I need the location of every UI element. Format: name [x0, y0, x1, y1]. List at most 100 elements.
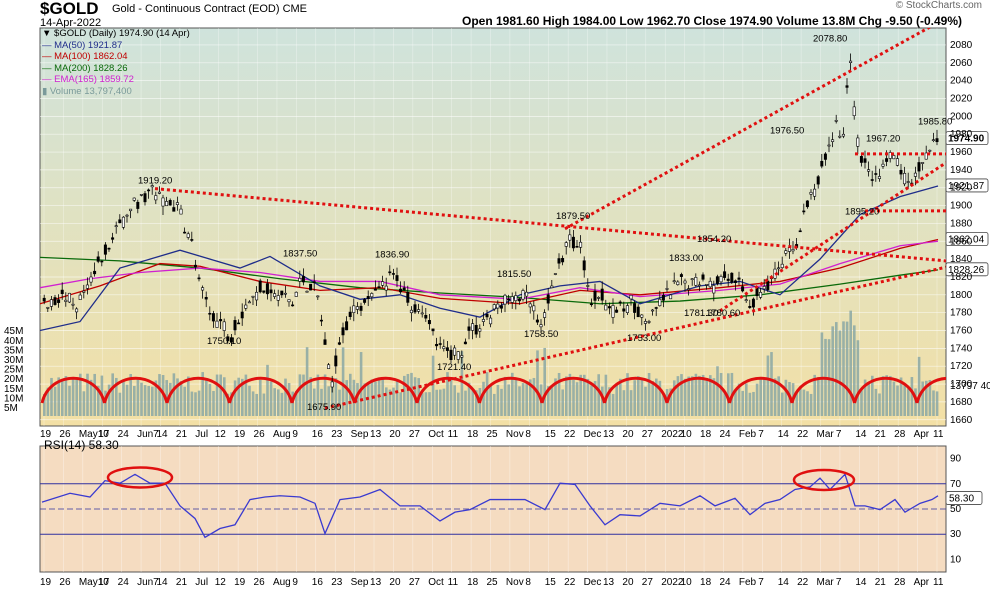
volume-bar	[190, 391, 194, 416]
price-annotation: 1976.50	[770, 125, 804, 136]
volume-tag: 13797 40	[950, 381, 990, 392]
volume-bar	[565, 376, 568, 416]
volume-bar	[550, 386, 554, 416]
candle-body	[514, 295, 518, 302]
candle-body	[283, 292, 287, 295]
rsi-label: RSI(14) 58.30	[44, 438, 119, 452]
volume-bar	[115, 377, 118, 416]
candle-body	[496, 303, 500, 309]
volume-bar	[345, 380, 348, 416]
candle-body	[881, 163, 885, 167]
price-annotation: 1675.90	[307, 402, 341, 413]
x-tick-label: 18	[467, 577, 479, 588]
price-annotation: 1919.20	[138, 175, 172, 186]
volume-bar	[439, 389, 442, 416]
volume-bar	[831, 326, 834, 416]
candle-body	[892, 155, 896, 160]
x-tick-label: 15	[545, 577, 557, 588]
x-tick-label: 14	[778, 429, 790, 440]
candle-body	[287, 299, 291, 303]
volume-bar	[773, 378, 777, 416]
volume-bar	[748, 392, 752, 416]
candle-body	[85, 284, 89, 289]
price-tick-label: 1760	[950, 326, 973, 337]
ma100-tag-box	[945, 232, 989, 246]
volume-bar	[845, 321, 849, 416]
x-tick-label: 28	[894, 429, 906, 440]
volume-bar	[269, 381, 273, 416]
candle-body	[561, 258, 565, 263]
candle-body	[629, 294, 633, 300]
price-annotation: 1758.50	[524, 329, 558, 340]
candle-body	[503, 294, 507, 305]
volume-bar	[104, 390, 107, 416]
volume-bar	[626, 373, 629, 416]
candle-body	[49, 299, 53, 307]
candle-body	[438, 343, 442, 345]
candle-body	[730, 272, 734, 283]
candle-body	[813, 188, 817, 197]
volume-bar	[521, 383, 525, 416]
volume-bar	[93, 373, 96, 416]
volume-bar	[453, 385, 456, 416]
x-tick-label: Dec	[584, 577, 602, 588]
volume-bar	[863, 379, 867, 416]
chart-title: $GOLD	[40, 0, 99, 18]
candle-body	[175, 202, 179, 205]
volume-bar	[172, 373, 176, 416]
candle-body	[528, 303, 532, 308]
candle-body	[669, 294, 673, 300]
volume-bar	[741, 390, 744, 416]
x-tick-label: 23	[331, 429, 343, 440]
candle-body	[791, 249, 795, 252]
volume-bar	[374, 381, 377, 416]
candle-body	[57, 299, 61, 303]
candle-body	[575, 246, 579, 248]
volume-bar	[82, 391, 86, 416]
x-tick-label: Nov	[506, 577, 524, 588]
candle-body	[417, 309, 421, 312]
volume-bar	[327, 386, 330, 416]
volume-bar	[205, 380, 208, 416]
x-tick-label: 14	[855, 577, 867, 588]
volume-bar	[766, 355, 770, 416]
x-tick-label: 22	[797, 429, 809, 440]
candle-body	[604, 304, 608, 311]
volume-bar	[230, 392, 233, 416]
volume-bar	[874, 388, 878, 416]
candle-body	[643, 321, 647, 324]
volume-bar	[849, 310, 852, 416]
x-tick-label: Apr	[914, 429, 930, 440]
volume-bar	[464, 390, 467, 416]
x-tick-label: 20	[389, 429, 401, 440]
volume-bar	[525, 381, 528, 416]
volume-bar	[921, 381, 924, 416]
overbought-highlight	[106, 466, 174, 489]
candle-body	[481, 319, 485, 322]
volume-bar	[579, 374, 582, 416]
volume-tick-label: 10M	[4, 393, 23, 404]
candle-body	[157, 191, 161, 194]
candle-body	[665, 288, 669, 290]
brand-watermark[interactable]: © StockCharts.com	[895, 0, 982, 11]
volume-bar	[745, 383, 748, 416]
price-tick-label: 1700	[950, 379, 973, 390]
x-tick-label: 12	[215, 577, 227, 588]
x-tick-label: Sep	[351, 577, 369, 588]
ohlc-summary: Open 1981.60 High 1984.00 Low 1962.70 Cl…	[462, 14, 963, 28]
volume-bar	[917, 356, 921, 416]
volume-bar	[338, 389, 341, 416]
legend-item: — MA(50) 1921.87	[42, 39, 123, 51]
legend-item: — MA(100) 1862.04	[42, 51, 128, 63]
candle-body	[334, 355, 338, 367]
candle-body	[607, 306, 611, 309]
candle-body	[553, 273, 557, 275]
volume-bar	[485, 372, 489, 416]
candle-body	[834, 120, 838, 122]
volume-bar	[424, 392, 428, 416]
volume-bar	[176, 378, 179, 416]
price-tick-label: 1820	[950, 272, 973, 283]
volume-bar	[806, 391, 809, 416]
volume-bar	[111, 373, 114, 416]
candle-body	[597, 297, 601, 299]
